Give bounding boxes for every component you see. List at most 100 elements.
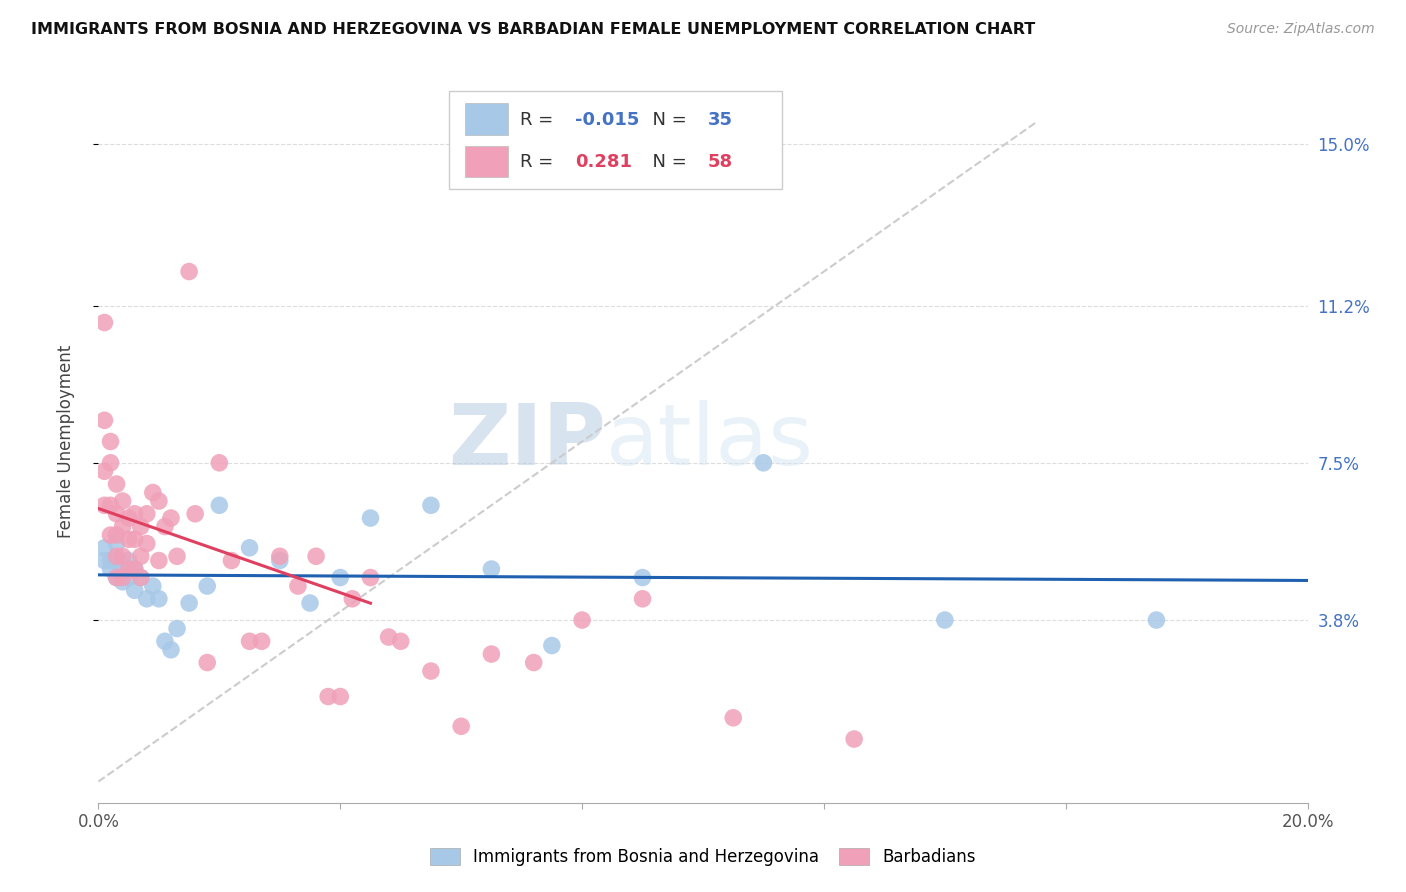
Point bbox=[450, 719, 472, 733]
FancyBboxPatch shape bbox=[449, 91, 782, 189]
Legend: Immigrants from Bosnia and Herzegovina, Barbadians: Immigrants from Bosnia and Herzegovina, … bbox=[422, 840, 984, 875]
Point bbox=[523, 656, 546, 670]
Point bbox=[93, 413, 115, 427]
Point bbox=[316, 690, 339, 704]
Point bbox=[195, 579, 218, 593]
Point bbox=[111, 574, 134, 589]
Point bbox=[93, 464, 115, 478]
Point bbox=[250, 634, 273, 648]
Point bbox=[135, 507, 157, 521]
Point bbox=[118, 553, 141, 567]
Point bbox=[329, 690, 352, 704]
Point bbox=[100, 456, 122, 470]
Point bbox=[269, 549, 291, 564]
Point bbox=[287, 579, 309, 593]
Point bbox=[631, 591, 654, 606]
Point bbox=[571, 613, 593, 627]
Point bbox=[481, 562, 503, 576]
Point bbox=[100, 528, 122, 542]
Text: N =: N = bbox=[641, 153, 693, 171]
Point bbox=[105, 570, 128, 584]
Point bbox=[100, 562, 122, 576]
Point bbox=[342, 591, 364, 606]
Point bbox=[124, 533, 146, 547]
Point bbox=[377, 630, 399, 644]
Point bbox=[389, 634, 412, 648]
Point bbox=[148, 591, 170, 606]
Point bbox=[111, 494, 134, 508]
Point bbox=[195, 656, 218, 670]
Point bbox=[93, 316, 115, 330]
Text: IMMIGRANTS FROM BOSNIA AND HERZEGOVINA VS BARBADIAN FEMALE UNEMPLOYMENT CORRELAT: IMMIGRANTS FROM BOSNIA AND HERZEGOVINA V… bbox=[31, 22, 1035, 37]
Point bbox=[93, 553, 115, 567]
Text: Source: ZipAtlas.com: Source: ZipAtlas.com bbox=[1227, 22, 1375, 37]
Text: N =: N = bbox=[641, 111, 693, 129]
Point bbox=[540, 639, 562, 653]
Point bbox=[208, 456, 231, 470]
Point bbox=[111, 549, 134, 564]
Point bbox=[299, 596, 322, 610]
Point bbox=[111, 570, 134, 584]
Text: atlas: atlas bbox=[606, 400, 814, 483]
Point bbox=[1144, 613, 1167, 627]
FancyBboxPatch shape bbox=[465, 145, 509, 178]
Text: 0.281: 0.281 bbox=[575, 153, 631, 171]
Point bbox=[118, 511, 141, 525]
Text: R =: R = bbox=[520, 153, 560, 171]
Point bbox=[100, 553, 122, 567]
Point bbox=[723, 711, 745, 725]
Point bbox=[153, 634, 176, 648]
Point bbox=[420, 664, 443, 678]
Point bbox=[481, 647, 503, 661]
Text: 35: 35 bbox=[707, 111, 733, 129]
Point bbox=[105, 528, 128, 542]
Point bbox=[179, 596, 201, 610]
Point bbox=[100, 434, 122, 449]
Point bbox=[239, 634, 262, 648]
Point bbox=[844, 732, 866, 747]
Point bbox=[166, 549, 188, 564]
Point bbox=[135, 536, 157, 550]
Point bbox=[118, 570, 141, 584]
Point bbox=[208, 498, 231, 512]
Point bbox=[124, 507, 146, 521]
Point bbox=[420, 498, 443, 512]
FancyBboxPatch shape bbox=[465, 103, 509, 135]
Point bbox=[179, 264, 201, 278]
Point bbox=[142, 485, 165, 500]
Point bbox=[124, 583, 146, 598]
Text: 58: 58 bbox=[707, 153, 733, 171]
Point bbox=[269, 553, 291, 567]
Point bbox=[93, 498, 115, 512]
Point bbox=[105, 477, 128, 491]
Point bbox=[166, 622, 188, 636]
Point bbox=[631, 570, 654, 584]
Point bbox=[118, 562, 141, 576]
Point bbox=[93, 541, 115, 555]
Point bbox=[184, 507, 207, 521]
Point bbox=[221, 553, 243, 567]
Point bbox=[360, 570, 382, 584]
Point bbox=[305, 549, 328, 564]
Point bbox=[129, 570, 152, 584]
Point bbox=[329, 570, 352, 584]
Point bbox=[105, 553, 128, 567]
Point bbox=[105, 536, 128, 550]
Point bbox=[105, 549, 128, 564]
Point bbox=[118, 533, 141, 547]
Point bbox=[239, 541, 262, 555]
Text: ZIP: ZIP bbox=[449, 400, 606, 483]
Point bbox=[360, 511, 382, 525]
Text: -0.015: -0.015 bbox=[575, 111, 640, 129]
Point bbox=[160, 511, 183, 525]
Point bbox=[111, 562, 134, 576]
Point bbox=[752, 456, 775, 470]
Point bbox=[129, 549, 152, 564]
Point bbox=[148, 553, 170, 567]
Text: R =: R = bbox=[520, 111, 560, 129]
Point bbox=[153, 519, 176, 533]
Y-axis label: Female Unemployment: Female Unemployment bbox=[56, 345, 75, 538]
Point bbox=[142, 579, 165, 593]
Point bbox=[124, 562, 146, 576]
Point bbox=[148, 494, 170, 508]
